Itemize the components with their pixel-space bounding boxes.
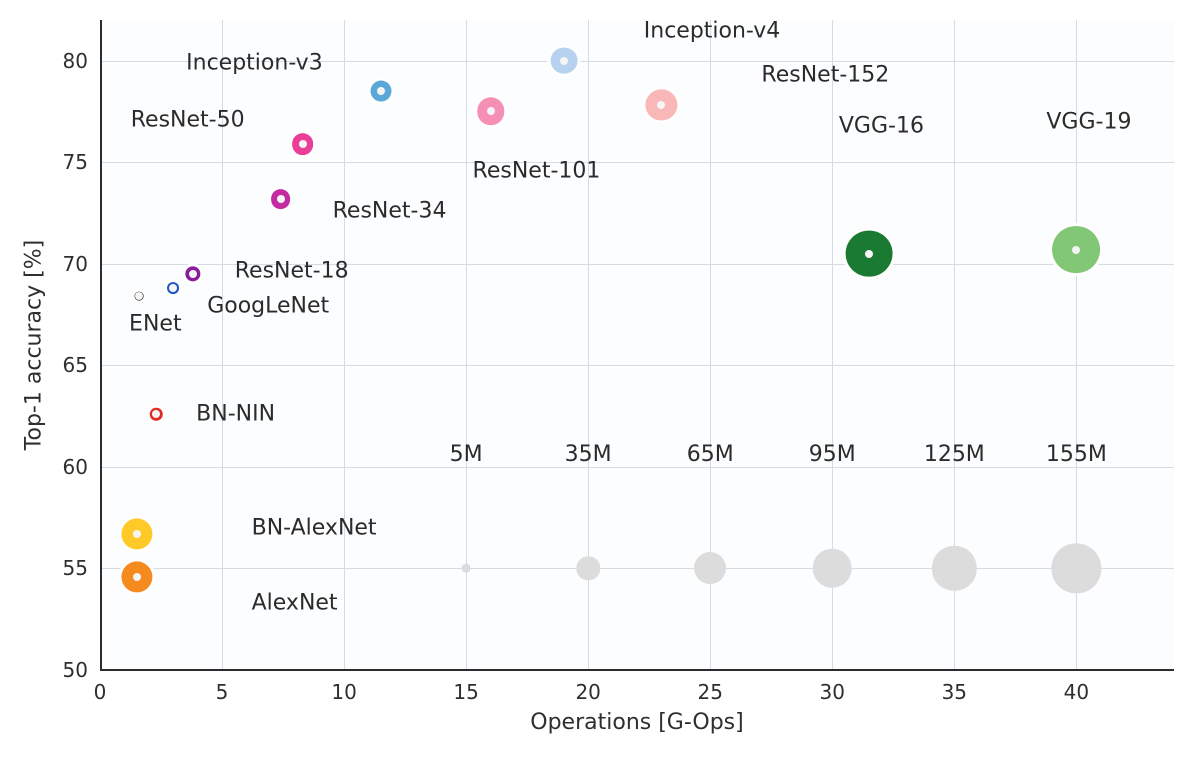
bubble-label: ResNet-101	[473, 159, 601, 184]
center-dot	[865, 250, 873, 258]
x-tick-label: 15	[453, 680, 478, 704]
x-tick-label: 25	[697, 680, 722, 704]
bubble-label: BN-AlexNet	[252, 515, 377, 540]
legend-bubble	[932, 546, 976, 590]
x-tick-label: 20	[575, 680, 600, 704]
y-tick-label: 50	[63, 658, 88, 682]
legend-label: 5M	[450, 442, 483, 467]
bubble-label: ENet	[129, 312, 182, 337]
bubble-label: ResNet-50	[131, 107, 245, 132]
center-dot	[169, 284, 177, 292]
bubble-label: AlexNet	[252, 590, 338, 615]
legend-label: 95M	[809, 442, 856, 467]
bubble-label: ResNet-34	[333, 198, 447, 223]
y-gridline	[100, 467, 1174, 468]
y-tick-label: 75	[63, 150, 88, 174]
bubble-label: VGG-19	[1046, 109, 1131, 134]
bubble-label: GoogLeNet	[207, 294, 329, 319]
x-tick-label: 40	[1064, 680, 1089, 704]
bubble-label: BN-NIN	[196, 402, 275, 427]
bubble-label: VGG-16	[839, 113, 924, 138]
center-dot	[189, 270, 197, 278]
y-axis-title: Top-1 accuracy [%]	[22, 240, 47, 450]
bubble-label: ResNet-18	[235, 258, 349, 283]
center-dot	[135, 292, 143, 300]
center-dot	[299, 140, 307, 148]
y-tick-label: 55	[63, 556, 88, 580]
y-gridline	[100, 162, 1174, 163]
y-tick-label: 70	[63, 252, 88, 276]
center-dot	[487, 107, 495, 115]
y-gridline	[100, 568, 1174, 569]
x-tick-label: 5	[216, 680, 229, 704]
center-dot	[277, 195, 285, 203]
center-dot	[152, 410, 160, 418]
y-tick-label: 60	[63, 455, 88, 479]
center-dot	[133, 530, 141, 538]
y-gridline	[100, 365, 1174, 366]
bubble-label: Inception-v4	[644, 20, 781, 43]
legend-bubble	[1052, 544, 1101, 593]
y-tick-label: 80	[63, 49, 88, 73]
center-dot	[377, 87, 385, 95]
y-tick-label: 65	[63, 353, 88, 377]
accuracy-vs-ops-bubble-chart: 5M 35M 65M 95M 125M 155M AlexNet BN-AlexNet BN-N…	[0, 0, 1200, 758]
center-dot	[133, 573, 141, 581]
legend-label: 125M	[924, 442, 985, 467]
bubble-label: ResNet-152	[761, 63, 889, 88]
x-tick-label: 35	[942, 680, 967, 704]
center-dot	[1072, 246, 1080, 254]
x-axis-title: Operations [G-Ops]	[530, 710, 743, 735]
x-gridline	[344, 20, 345, 670]
x-tick-label: 30	[820, 680, 845, 704]
legend-bubble	[694, 552, 726, 584]
x-tick-label: 10	[331, 680, 356, 704]
legend-bubble	[576, 557, 599, 580]
bubble-label: Inception-v3	[186, 51, 323, 76]
y-axis-line	[100, 20, 102, 670]
center-dot	[560, 57, 568, 65]
center-dot	[657, 101, 665, 109]
x-axis-line	[100, 669, 1174, 671]
plot-area: 5M 35M 65M 95M 125M 155M AlexNet BN-AlexNet BN-N…	[100, 20, 1174, 670]
x-tick-label: 0	[94, 680, 107, 704]
legend-bubble	[462, 564, 471, 573]
legend-label: 65M	[687, 442, 734, 467]
legend-bubble	[813, 549, 852, 588]
legend-label: 155M	[1046, 442, 1107, 467]
legend-label: 35M	[565, 442, 612, 467]
